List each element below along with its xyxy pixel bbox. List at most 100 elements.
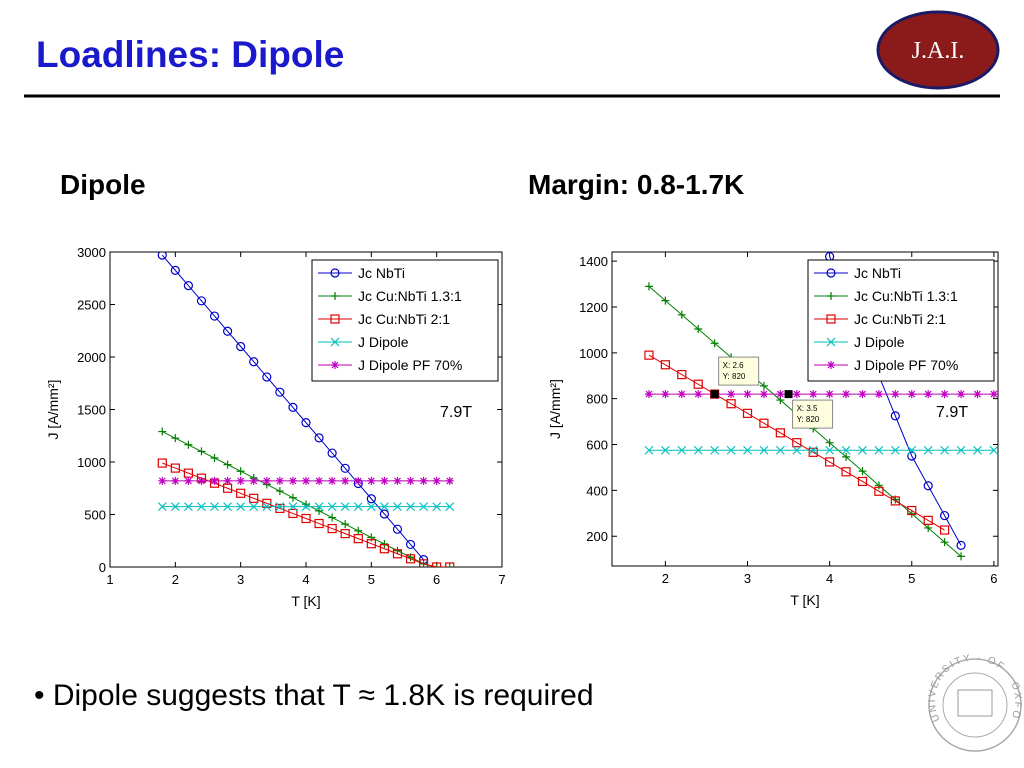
marker (393, 476, 402, 485)
marker (288, 476, 297, 485)
marker (327, 502, 337, 512)
marker (210, 454, 219, 463)
marker (890, 411, 900, 421)
x-tick-label: 3 (744, 571, 751, 586)
chart: 1 2 3 4 5 6 7 0 500 1000 1500 2000 2500 3000 T [K] J [A… (45, 245, 506, 609)
marker (353, 502, 363, 512)
marker (262, 476, 271, 485)
marker (406, 476, 415, 485)
marker (223, 326, 233, 336)
y-tick-label: 600 (586, 438, 608, 453)
marker (302, 476, 310, 485)
marker (432, 563, 441, 567)
marker (677, 370, 687, 380)
marker (858, 390, 867, 399)
legend-label: Jc Cu:NbTi 1.3:1 (854, 288, 958, 304)
marker (827, 292, 835, 300)
marker (210, 502, 219, 512)
marker (275, 476, 284, 485)
datatip-label: X: 2.6 (723, 361, 744, 370)
marker (792, 438, 802, 448)
marker (366, 539, 376, 549)
marker (171, 434, 180, 443)
marker (842, 452, 851, 461)
x-tick-label: 4 (302, 572, 309, 587)
marker (354, 476, 363, 485)
series-line (161, 254, 424, 560)
legend-label: Jc Cu:NbTi 2:1 (358, 311, 450, 327)
marker (776, 390, 785, 399)
marker (825, 390, 834, 399)
annotation: 7.9T (936, 404, 968, 421)
marker (170, 463, 180, 473)
legend: Jc NbTi Jc Cu:NbTi 1.3:1 Jc Cu:NbTi 2:1 J D… (311, 259, 499, 382)
marker (330, 268, 340, 278)
seal-shield (957, 689, 993, 717)
marker (826, 314, 836, 324)
marker (341, 520, 350, 529)
marker (170, 502, 180, 512)
datatip-label: Y: 820 (797, 415, 820, 424)
marker (392, 524, 403, 534)
series-line (648, 354, 945, 531)
x-axis-label: T [K] (790, 592, 819, 608)
marker (677, 390, 686, 399)
x-tick-label: 1 (106, 572, 113, 587)
y-tick-label: 500 (84, 508, 106, 523)
marker (197, 502, 206, 512)
x-tick-label: 4 (826, 571, 833, 586)
marker (445, 502, 455, 512)
y-tick-label: 200 (586, 529, 608, 544)
marker (808, 445, 818, 455)
legend-label: Jc Cu:NbTi 2:1 (854, 311, 946, 327)
marker (379, 502, 389, 512)
marker (328, 513, 337, 522)
x-tick-label: 5 (368, 572, 375, 587)
marker (693, 379, 703, 389)
marker (340, 463, 350, 473)
marker (331, 292, 339, 300)
marker (432, 476, 441, 485)
marker (956, 540, 966, 550)
marker (366, 502, 376, 512)
y-tick-label: 1400 (579, 254, 608, 269)
marker (924, 390, 933, 399)
chart: 2 3 4 5 6 200 400 600 800 1000 1200 1400 T [K] J [A/m… (547, 251, 999, 608)
marker (366, 494, 376, 504)
marker (973, 445, 982, 455)
marker (825, 438, 834, 447)
x-tick-label: 6 (990, 571, 997, 586)
legend-label: J Dipole (358, 334, 409, 350)
marker (841, 467, 851, 477)
marker (249, 493, 259, 503)
marker (275, 487, 284, 496)
x-tick-label: 5 (908, 571, 915, 586)
marker (197, 476, 206, 485)
marker (288, 502, 298, 512)
marker (314, 518, 324, 529)
legend-label: Jc Cu:NbTi 1.3:1 (358, 288, 462, 304)
marker (340, 502, 350, 512)
marker (661, 296, 670, 305)
marker (184, 440, 193, 449)
marker (314, 433, 324, 443)
legend-label: J Dipole (854, 334, 905, 350)
marker (445, 563, 454, 567)
marker (236, 476, 245, 485)
y-tick-label: 1200 (579, 300, 608, 315)
marker (315, 506, 324, 515)
marker (827, 361, 835, 369)
chart-title: Dipole (60, 169, 146, 200)
marker (727, 390, 736, 399)
marker (353, 534, 363, 544)
x-tick-label: 2 (172, 572, 179, 587)
marker (907, 445, 917, 455)
x-tick-label: 2 (662, 571, 669, 586)
marker (157, 502, 167, 512)
marker (874, 445, 884, 455)
marker (209, 311, 220, 321)
marker (288, 493, 297, 502)
marker (677, 310, 686, 319)
marker (367, 476, 376, 485)
